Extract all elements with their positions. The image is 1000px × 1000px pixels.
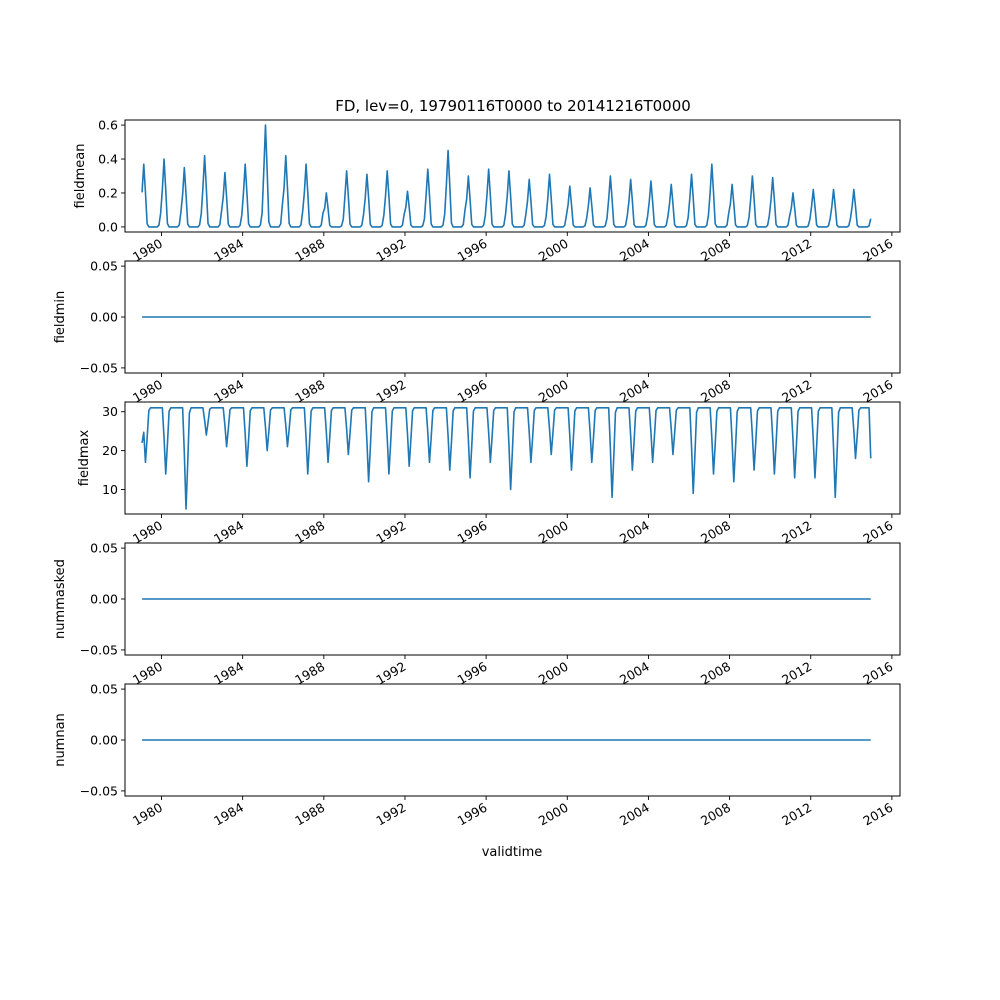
y-tick-label: 0.0 — [98, 219, 118, 234]
x-tick-label: 2008 — [698, 800, 733, 829]
x-tick-label: 1984 — [211, 377, 246, 406]
x-tick-label: 1988 — [292, 236, 327, 265]
x-tick-label: 1996 — [455, 800, 490, 829]
x-tick-label: 1988 — [292, 518, 327, 547]
x-axis-label: validtime — [482, 845, 543, 860]
panel-fieldmax: 10 20 30 1980 1984 1988 1992 1996 2000 2004 2008 20… — [77, 401, 901, 547]
x-tick-label: 1992 — [373, 236, 408, 265]
y-tick-label: 0.05 — [90, 682, 118, 697]
x-tick-label: 1996 — [455, 518, 490, 547]
x-tick-label: 1992 — [373, 518, 408, 547]
y-tick-label: 0.05 — [90, 541, 118, 556]
x-tick-label: 1996 — [455, 236, 490, 265]
x-tick-label: 1988 — [292, 377, 327, 406]
numnan-axis-label: numnan — [53, 713, 68, 767]
fieldmax-axes-frame — [124, 401, 901, 515]
y-tick-label: −0.05 — [80, 360, 118, 375]
x-tick-label: 2008 — [698, 659, 733, 688]
x-tick-label: 1988 — [292, 800, 327, 829]
x-tick-label: 1992 — [373, 800, 408, 829]
x-tick-label: 2012 — [779, 659, 814, 688]
x-tick-label: 2004 — [617, 236, 652, 265]
x-tick-label: 2008 — [698, 518, 733, 547]
nummasked-axis-label: nummasked — [53, 559, 68, 639]
x-tick-label: 2016 — [860, 659, 895, 688]
x-tick-label: 2004 — [617, 800, 652, 829]
x-tick-label: 2008 — [698, 377, 733, 406]
x-tick-label: 1984 — [211, 800, 246, 829]
x-tick-label: 2000 — [536, 659, 571, 688]
x-tick-label: 1984 — [211, 659, 246, 688]
x-tick-label: 2012 — [779, 377, 814, 406]
x-tick-label: 1980 — [130, 377, 165, 406]
panel-nummasked: −0.05 0.00 0.05 1980 1984 1988 1992 1996 2000 200… — [53, 541, 901, 688]
panel-fieldmean: 0.0 0.2 0.4 0.6 1980 1984 1988 1992 1996 2000 2004… — [73, 118, 901, 265]
x-tick-label: 2012 — [779, 236, 814, 265]
x-tick-label: 2008 — [698, 236, 733, 265]
y-tick-label: 20 — [102, 443, 118, 458]
x-tick-label: 2000 — [536, 800, 571, 829]
x-tick-label: 2004 — [617, 659, 652, 688]
x-tick-label: 1992 — [373, 377, 408, 406]
x-tick-label: 2012 — [779, 518, 814, 547]
y-tick-label: −0.05 — [80, 783, 118, 798]
x-tick-label: 1992 — [373, 659, 408, 688]
x-tick-label: 2004 — [617, 518, 652, 547]
panel-fieldmin: −0.05 0.00 0.05 1980 1984 1988 1992 1996 2000 200… — [53, 259, 901, 406]
y-tick-label: 0.00 — [90, 592, 118, 607]
x-tick-label: 1980 — [130, 518, 165, 547]
fieldmax-series-line — [141, 407, 872, 510]
y-tick-label: 30 — [102, 404, 118, 419]
fieldmean-axes-frame — [124, 119, 901, 233]
x-tick-label: 2000 — [536, 377, 571, 406]
x-tick-label: 1996 — [455, 377, 490, 406]
x-tick-label: 2000 — [536, 236, 571, 265]
x-tick-label: 1980 — [130, 659, 165, 688]
y-tick-label: 0.00 — [90, 310, 118, 325]
x-tick-label: 2016 — [860, 236, 895, 265]
x-tick-label: 1980 — [130, 800, 165, 829]
chart-panels: 0.0 0.2 0.4 0.6 1980 1984 1988 1992 1996 2000 2004… — [53, 118, 901, 829]
x-tick-label: 2004 — [617, 377, 652, 406]
x-tick-label: 1996 — [455, 659, 490, 688]
x-tick-label: 2016 — [860, 800, 895, 829]
y-tick-label: −0.05 — [80, 642, 118, 657]
x-tick-label: 2016 — [860, 518, 895, 547]
y-tick-label: 0.4 — [98, 152, 118, 167]
fieldmean-axis-label: fieldmean — [73, 144, 88, 209]
chart-title: FD, lev=0, 19790116T0000 to 20141216T000… — [335, 97, 691, 115]
x-tick-label: 1988 — [292, 659, 327, 688]
fieldmin-axis-label: fieldmin — [53, 291, 68, 344]
y-tick-label: 0.6 — [98, 118, 118, 133]
y-tick-label: 0.2 — [98, 185, 118, 200]
x-tick-label: 1984 — [211, 518, 246, 547]
fieldmax-axis-label: fieldmax — [77, 430, 92, 487]
x-tick-label: 2000 — [536, 518, 571, 547]
panel-numnan: −0.05 0.00 0.05 1980 1984 1988 1992 1996 2000 200… — [53, 682, 901, 829]
y-tick-label: 0.00 — [90, 733, 118, 748]
y-tick-label: 10 — [102, 482, 118, 497]
x-tick-label: 1980 — [130, 236, 165, 265]
x-tick-label: 2012 — [779, 800, 814, 829]
fieldmean-series-line — [141, 124, 872, 228]
x-tick-label: 2016 — [860, 377, 895, 406]
y-tick-label: 0.05 — [90, 259, 118, 274]
x-tick-label: 1984 — [211, 236, 246, 265]
